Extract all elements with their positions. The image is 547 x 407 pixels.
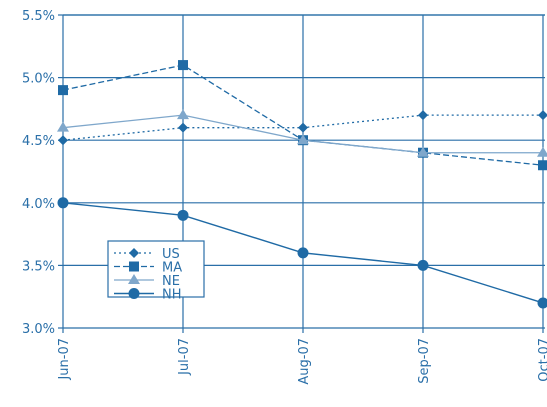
y-tick-label: 5.0% <box>22 72 55 87</box>
legend-marker-us <box>129 248 139 258</box>
data-point-nh <box>57 197 69 209</box>
data-point-ne <box>177 109 189 120</box>
series-ne <box>57 109 547 157</box>
x-tick-label: Oct-07 <box>537 338 547 382</box>
data-point-us <box>538 110 547 121</box>
x-tick-label: Jun-07 <box>57 338 72 381</box>
series-nh <box>57 197 547 309</box>
data-point-us <box>178 122 188 133</box>
legend-marker-ma <box>129 261 139 272</box>
data-point-ma <box>178 60 188 71</box>
legend-label-ma: MA <box>162 261 182 276</box>
data-point-us <box>418 110 428 121</box>
axes: 3.0% 3.5% 4.0% 4.5% 5.0% 5.5% Jun-07 Jul-07 Aug-… <box>22 9 547 385</box>
x-tick-label: Aug-07 <box>297 338 312 385</box>
legend-label-nh: NH <box>162 288 182 303</box>
data-point-ne <box>57 121 69 132</box>
legend-label-ne: NE <box>162 274 180 289</box>
y-tick-label: 3.5% <box>22 259 55 274</box>
legend-box <box>107 240 205 298</box>
data-point-ma <box>538 160 547 171</box>
y-tick-label: 5.5% <box>22 9 55 24</box>
y-tick-label: 3.0% <box>22 322 55 337</box>
data-point-us <box>298 122 308 133</box>
y-tick-label: 4.5% <box>22 134 55 149</box>
data-point-nh <box>537 297 547 309</box>
data-point-nh <box>297 247 309 259</box>
series-layer <box>57 60 547 309</box>
x-tick-label: Jul-07 <box>177 338 192 376</box>
data-point-ma <box>58 85 68 96</box>
x-tick-label: Sep-07 <box>417 338 432 384</box>
data-point-ne <box>297 134 309 145</box>
legend-marker-ne <box>128 274 140 284</box>
series-us <box>58 110 547 146</box>
legend-label-us: US <box>162 247 180 262</box>
data-point-nh <box>177 209 189 221</box>
data-point-ne <box>537 146 547 157</box>
y-tick-label: 4.0% <box>22 197 55 212</box>
legend-marker-nh <box>128 288 140 299</box>
data-point-us <box>58 135 68 146</box>
data-point-nh <box>417 259 429 271</box>
data-point-ne <box>417 146 429 157</box>
